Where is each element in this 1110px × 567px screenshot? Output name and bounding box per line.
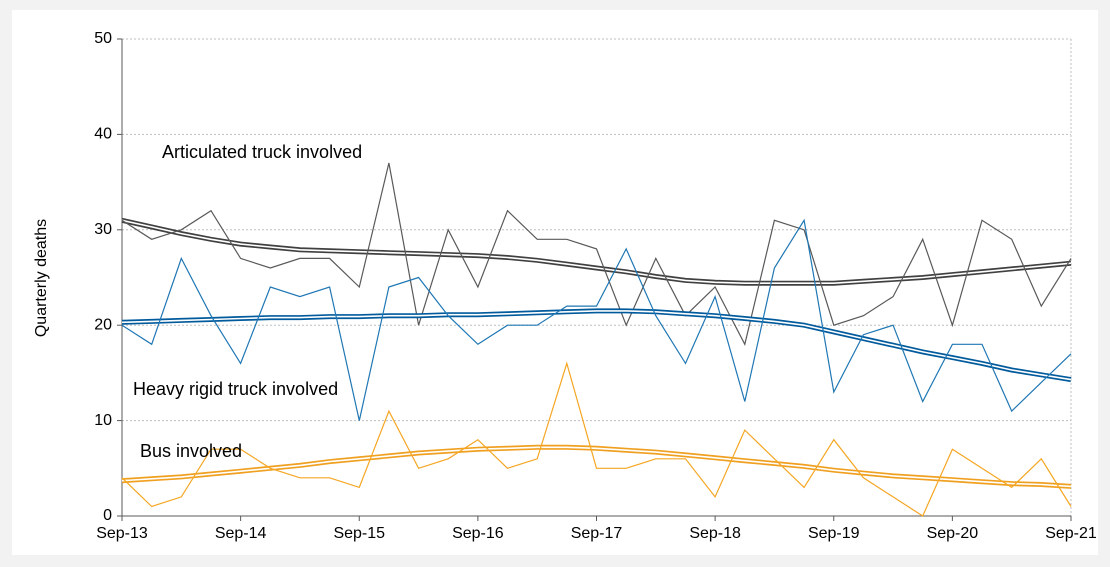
y-tick-label: 50	[94, 30, 112, 47]
x-tick-label: Sep-19	[808, 525, 860, 542]
x-tick-label: Sep-14	[215, 525, 267, 542]
series-line	[121, 218, 1072, 421]
series-annotation: Bus involved	[140, 441, 242, 461]
y-axis-label: Quarterly deaths	[33, 219, 50, 337]
series-line	[121, 361, 1072, 517]
series-annotation: Articulated truck involved	[162, 142, 362, 162]
x-tick-label: Sep-17	[571, 525, 623, 542]
trend-line-inner	[121, 310, 1072, 381]
y-tick-label: 40	[94, 126, 112, 143]
x-tick-label: Sep-21	[1045, 525, 1097, 542]
x-tick-label: Sep-15	[333, 525, 385, 542]
series-line	[121, 162, 1072, 347]
x-tick-label: Sep-18	[689, 525, 741, 542]
y-tick-label: 10	[94, 412, 112, 429]
chart-panel	[12, 10, 1098, 555]
y-tick-label: 30	[94, 221, 112, 238]
trend-line-inner	[121, 446, 1072, 488]
x-tick-label: Sep-13	[96, 525, 148, 542]
y-tick-label: 20	[94, 316, 112, 333]
y-tick-label: 0	[103, 507, 112, 524]
x-tick-label: Sep-20	[927, 525, 979, 542]
trend-line-inner	[121, 219, 1072, 284]
x-tick-label: Sep-16	[452, 525, 504, 542]
series-annotation: Heavy rigid truck involved	[133, 379, 338, 399]
